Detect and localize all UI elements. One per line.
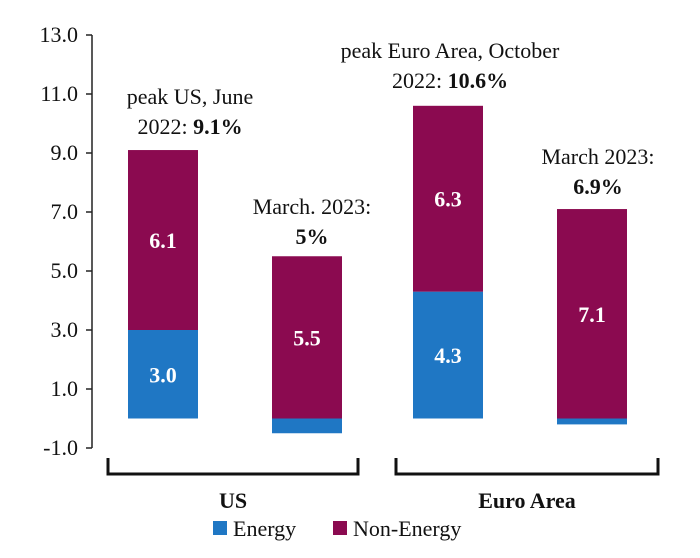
group-label: Euro Area (478, 488, 576, 513)
annotation-line: March. 2023: (253, 194, 372, 219)
y-tick-label: 11.0 (40, 81, 78, 106)
bars: 3.06.1-0.55.54.36.3-0.27.1 (128, 105, 627, 434)
annotation-value: 2022: 10.6% (392, 68, 508, 93)
bar-value-label: 4.3 (434, 343, 462, 368)
annotation-value: 2022: 9.1% (137, 114, 242, 139)
y-tick-label: 13.0 (40, 22, 79, 47)
group-label: US (219, 488, 247, 513)
legend-label: Energy (233, 516, 296, 541)
group-bracket (394, 458, 660, 476)
annotation-line: March 2023: (541, 144, 654, 169)
bar-energy-2 (413, 291, 483, 419)
group-bracket (106, 458, 360, 476)
bar-non-energy-2 (413, 105, 483, 292)
y-tick-label: 3.0 (51, 317, 79, 342)
legend: Energy Non-Energy (213, 516, 461, 541)
bar-non-energy-3 (557, 209, 627, 419)
annotation-value: 5% (296, 224, 329, 249)
bar-non-energy-0 (128, 150, 198, 330)
y-tick-label: 1.0 (51, 376, 79, 401)
bar-value-label: 5.5 (293, 325, 321, 350)
annotation-value: 6.9% (573, 174, 623, 199)
bar-value-label: 6.1 (149, 228, 177, 253)
annotation-line: peak US, June (127, 84, 253, 109)
bar-value-label: 6.3 (434, 187, 462, 212)
annotations: peak US, June 2022: 9.1% March. 2023: 5% pea… (127, 38, 655, 249)
bar-value-label: 7.1 (578, 302, 606, 327)
legend-label: Non-Energy (353, 516, 461, 541)
annotation-bold-value: 10.6% (448, 68, 509, 93)
legend-swatch (333, 521, 347, 535)
annotation-bold-value: 6.9% (573, 174, 623, 199)
annotation-bold-value: 5% (296, 224, 329, 249)
y-tick-label: -1.0 (43, 435, 78, 460)
y-tick-label: 9.0 (51, 140, 79, 165)
annotation-line: peak Euro Area, October (341, 38, 560, 63)
bar-energy-1 (272, 418, 342, 434)
bar-value-label: 3.0 (149, 362, 177, 387)
group-brackets: US Euro Area (106, 458, 660, 513)
annotation-prefix: 2022: (137, 114, 193, 139)
y-tick-label: 7.0 (51, 199, 79, 224)
bar-energy-3 (557, 418, 627, 425)
bar-energy-0 (128, 330, 198, 419)
y-axis: -1.0 1.0 3.0 5.0 7.0 9.0 11.0 13.0 (40, 22, 93, 460)
y-tick-label: 5.0 (51, 258, 79, 283)
bar-non-energy-1 (272, 256, 342, 419)
annotation-prefix: 2022: (392, 68, 448, 93)
annotation-bold-value: 9.1% (193, 114, 243, 139)
legend-swatch (213, 521, 227, 535)
